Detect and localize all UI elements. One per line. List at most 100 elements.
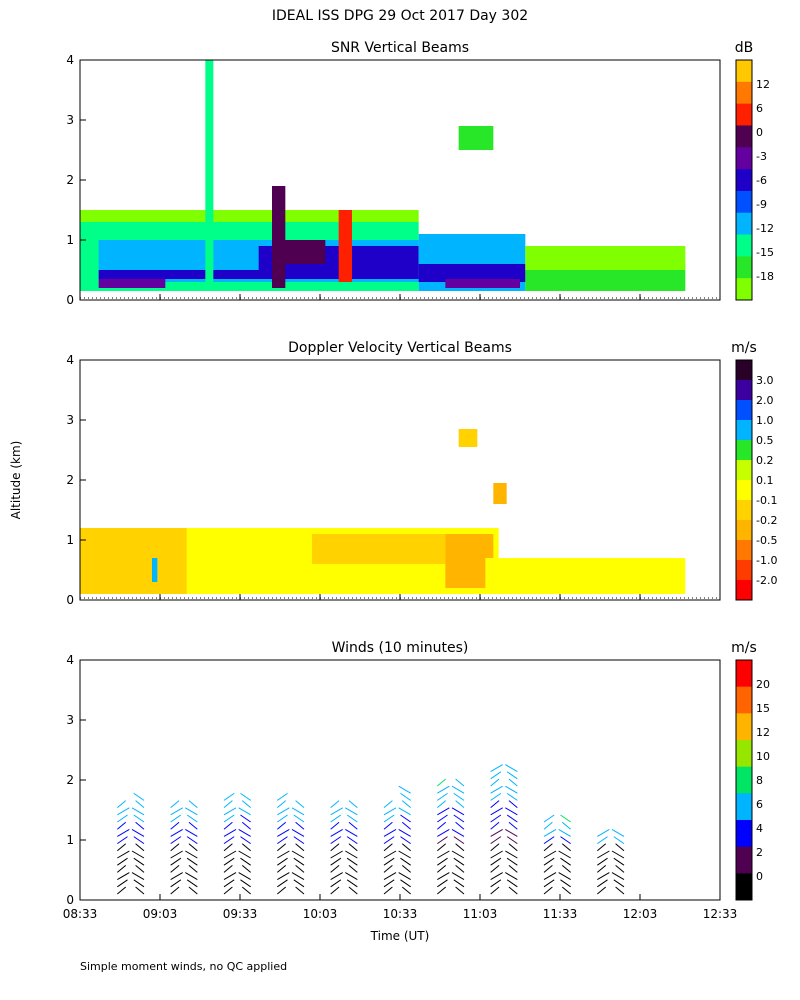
wind-barb [295, 843, 305, 852]
snr-ytick-label: 2 [66, 173, 74, 187]
wind-barb [117, 872, 130, 881]
doppler-ytick-label: 1 [66, 533, 74, 547]
wind-barb [543, 865, 553, 873]
wind-barb [383, 828, 397, 837]
wind-barb [560, 814, 571, 823]
wind-barb [508, 865, 518, 873]
wind-barb [330, 800, 340, 808]
wind-barb [561, 821, 571, 830]
snr-colorbar-swatch [736, 147, 752, 170]
wind-barb [188, 821, 198, 830]
snr-colorbar-label: 6 [756, 102, 763, 115]
doppler-layer-4 [485, 558, 686, 594]
wind-barb [330, 836, 342, 845]
wind-barb [223, 807, 237, 816]
wind-barb [597, 872, 610, 881]
wind-barb [346, 857, 358, 866]
wind-barb [383, 879, 395, 888]
wind-barb [188, 865, 198, 873]
wind-barb [400, 879, 411, 888]
wind-barb [348, 886, 358, 895]
winds-colorbar-label: 12 [756, 726, 770, 739]
wind-barb [223, 800, 233, 808]
wind-barb [490, 800, 500, 808]
doppler-colorbar-swatch [736, 440, 752, 461]
wind-barb [543, 886, 553, 895]
wind-barb [345, 807, 358, 816]
snr-colorbar-swatch [736, 60, 752, 83]
wind-barb [117, 879, 128, 888]
wind-barb [117, 886, 127, 895]
wind-barb [490, 872, 503, 881]
snr-y-axis: 0 1 2 3 4 [66, 53, 86, 307]
winds-colorbar-label: 10 [756, 750, 770, 763]
wind-barb [508, 843, 518, 852]
wind-barb [383, 886, 393, 895]
wind-barb [345, 850, 358, 859]
doppler-colorbar-swatch [736, 460, 752, 481]
doppler-colorbar-label: 2.0 [756, 394, 774, 407]
wind-barb [615, 865, 625, 873]
doppler-colorbar-swatch [736, 380, 752, 401]
wind-barb [133, 879, 145, 888]
doppler-heatmap [80, 429, 720, 599]
wind-barb [223, 879, 235, 888]
xtick-label: 09:33 [223, 907, 258, 921]
winds-colorbar-swatch [736, 846, 752, 874]
wind-barb [437, 857, 448, 866]
wind-barb [561, 843, 571, 852]
wind-barb [490, 821, 500, 830]
wind-barb [400, 792, 411, 801]
wind-barb [455, 886, 465, 895]
doppler-colorbar-unit: m/s [731, 340, 757, 356]
wind-barb [241, 821, 251, 830]
doppler-ytick-label: 0 [66, 593, 74, 607]
wind-barb [330, 850, 343, 859]
wind-barb [330, 872, 343, 881]
doppler-colorbar-swatch [736, 420, 752, 441]
doppler-title: Doppler Velocity Vertical Beams [288, 340, 512, 356]
wind-barb [613, 879, 625, 888]
wind-barb [505, 785, 518, 794]
wind-barb [398, 872, 411, 881]
wind-barb [131, 850, 145, 859]
xtick-label: 08:33 [63, 907, 98, 921]
wind-barb [543, 843, 553, 852]
wind-barb [437, 807, 450, 816]
wind-barb [348, 865, 358, 873]
wind-barb [223, 792, 235, 801]
snr-colorbar-label: -9 [756, 198, 767, 211]
wind-barb [348, 821, 358, 830]
wind-barb [291, 828, 305, 837]
xtick-label: 11:03 [463, 907, 498, 921]
winds-ytick-label: 3 [66, 713, 74, 727]
doppler-colorbar-label: -0.5 [756, 534, 777, 547]
wind-barb [330, 865, 340, 873]
wind-barb [185, 872, 198, 881]
snr-colorbar: -18 -15 -12 -9 -6 -3 0 6 12 [735, 59, 774, 301]
doppler-colorbar-label: -0.1 [756, 494, 777, 507]
snr-colorbar-label: -6 [756, 174, 767, 187]
wind-barb [505, 872, 518, 881]
snr-colorbar-swatch [736, 278, 752, 301]
wind-barb [117, 821, 127, 830]
doppler-colorbar-label: 3.0 [756, 374, 774, 387]
wind-barb [383, 807, 397, 816]
winds-y-axis: 0 1 2 3 4 [66, 653, 86, 907]
wind-barb [437, 778, 447, 787]
wind-barb [383, 814, 395, 823]
wind-barb [135, 800, 145, 808]
wind-barb [240, 836, 251, 845]
doppler-layer-7 [493, 483, 507, 504]
wind-barb [490, 764, 503, 773]
wind-barb [117, 828, 130, 837]
wind-barb [291, 807, 305, 816]
wind-barb [133, 857, 145, 866]
doppler-colorbar-label: 1.0 [756, 414, 774, 427]
wind-barb [558, 872, 571, 881]
wind-barb [506, 771, 518, 780]
wind-barb [185, 850, 198, 859]
wind-barb [437, 886, 447, 895]
xtick-label: 09:03 [143, 907, 178, 921]
wind-barb [117, 836, 128, 845]
